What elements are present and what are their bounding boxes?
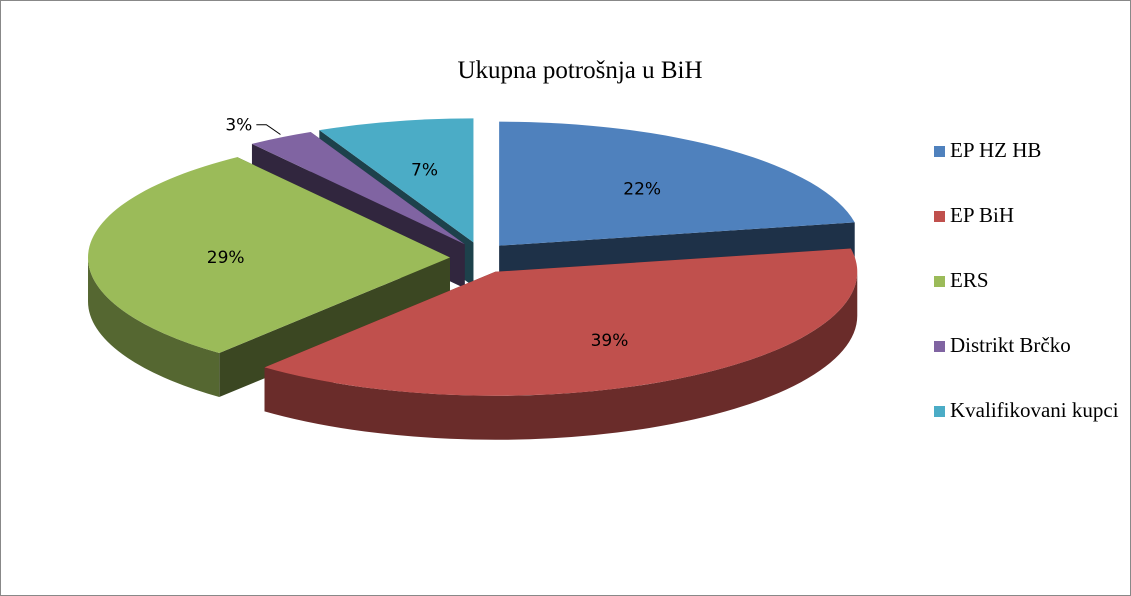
legend-swatch: [934, 341, 945, 352]
legend-item: ERS: [932, 268, 1122, 333]
slice: [264, 248, 858, 396]
legend-item: EP BiH: [932, 203, 1122, 268]
slice: [251, 132, 465, 245]
slice: [319, 118, 474, 243]
slice: [499, 121, 855, 246]
data-label: 22%: [623, 179, 661, 199]
data-label: 7%: [411, 160, 438, 180]
legend-swatch: [934, 146, 945, 157]
legend-item: Kvalifikovani kupci: [932, 398, 1122, 463]
slice-side: [264, 271, 858, 440]
slice-side: [219, 257, 451, 398]
legend-item: EP HZ HB: [932, 138, 1122, 203]
slice: [88, 157, 451, 354]
data-label: 39%: [591, 331, 629, 351]
data-label: 3%: [225, 116, 252, 136]
legend-label: EP HZ HB: [950, 138, 1042, 162]
legend-label: ERS: [950, 268, 989, 292]
legend: EP HZ HB EP BiH ERS Distrikt Brčko Kvalifiko…: [932, 138, 1122, 463]
legend-item: Distrikt Brčko: [932, 333, 1122, 398]
leader-line: [256, 124, 281, 135]
legend-swatch: [934, 211, 945, 222]
legend-label: Distrikt Brčko: [950, 333, 1071, 357]
legend-label: Kvalifikovani kupci: [950, 398, 1119, 422]
legend-swatch: [934, 276, 945, 287]
slice-side: [88, 257, 220, 398]
legend-label: EP BiH: [950, 203, 1014, 227]
chart-title: Ukupna potrošnja u BiH: [457, 57, 702, 84]
data-label: 29%: [207, 248, 245, 268]
legend-swatch: [934, 406, 945, 417]
